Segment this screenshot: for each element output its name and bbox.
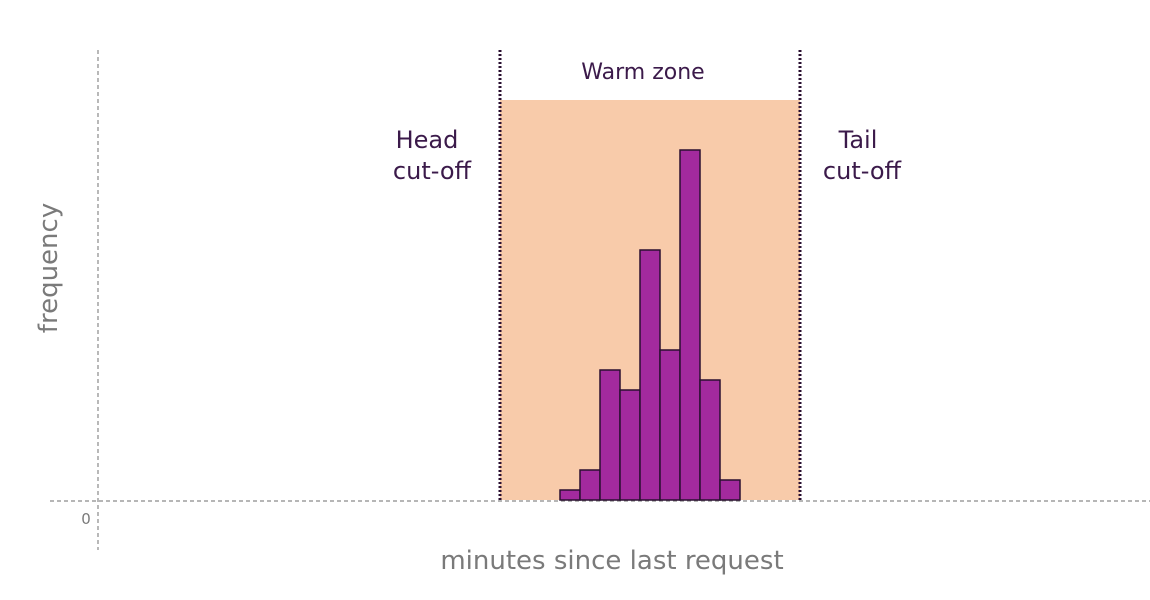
histogram-bar-6 [679,149,701,501]
histogram-bar-1 [579,469,601,501]
head-cutoff-label-line2: cut-off [393,157,472,185]
tail-cutoff-label-line2: cut-off [823,157,902,185]
histogram-bar-5 [659,349,681,501]
histogram-bar-7 [699,379,721,501]
y-tick-label-0: 0 [81,510,91,528]
warm-zone-label: Warm zone [581,60,704,85]
bar-group [559,149,741,501]
tail-cutoff-label-line1: Tail [838,126,878,154]
head-cutoff-label-line1: Head [396,126,459,154]
histogram-bar-8 [719,479,741,501]
histogram-bar-3 [619,389,641,501]
histogram-bar-4 [639,249,661,501]
histogram-bar-2 [599,369,621,501]
y-axis-label: frequency [34,203,64,333]
histogram-bar-0 [559,489,581,501]
x-axis-label: minutes since last request [440,546,783,576]
